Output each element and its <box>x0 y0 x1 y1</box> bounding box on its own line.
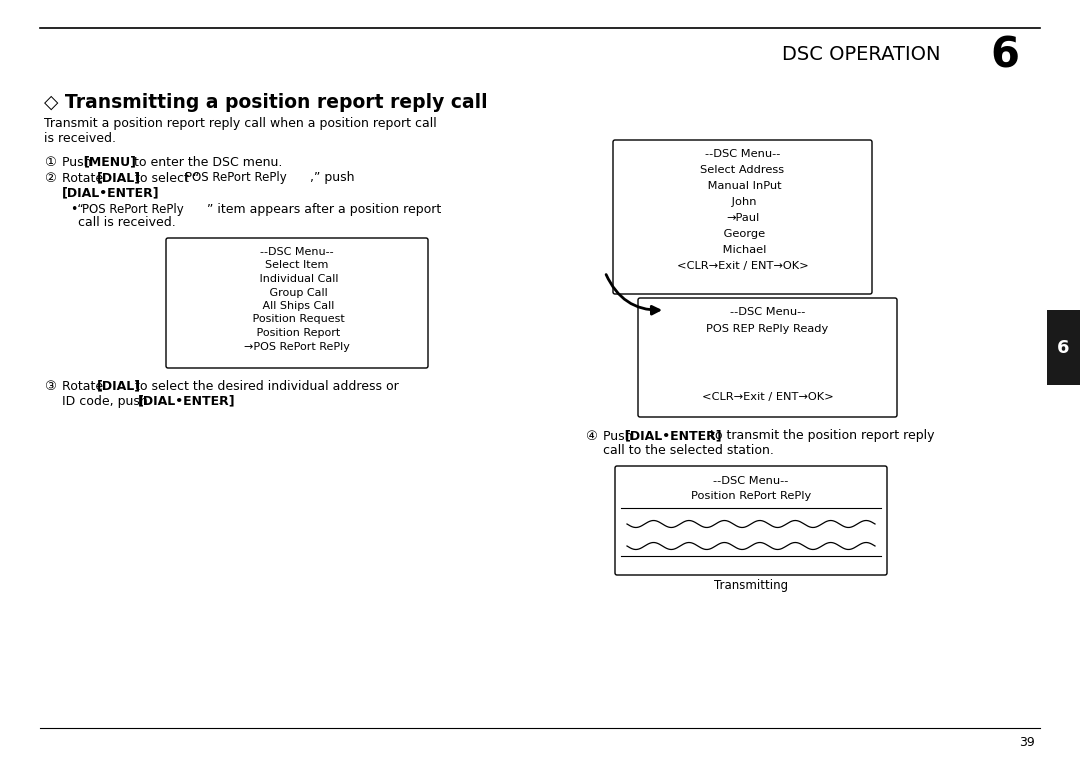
Text: to enter the DSC menu.: to enter the DSC menu. <box>130 155 282 168</box>
Text: Select Item: Select Item <box>266 261 328 271</box>
Text: George: George <box>720 229 765 239</box>
Text: --DSC Menu--: --DSC Menu-- <box>260 247 334 257</box>
Text: POS RePort RePly: POS RePort RePly <box>82 203 184 216</box>
Text: 39: 39 <box>1020 737 1035 750</box>
Text: Group Call: Group Call <box>266 287 328 297</box>
Text: ④: ④ <box>585 430 597 443</box>
Text: [DIAL•ENTER]: [DIAL•ENTER] <box>625 430 723 443</box>
Text: ①: ① <box>44 155 56 168</box>
FancyBboxPatch shape <box>613 140 872 294</box>
Text: --DSC Menu--: --DSC Menu-- <box>713 476 788 486</box>
Text: ◇ Transmitting a position report reply call: ◇ Transmitting a position report reply c… <box>44 92 488 111</box>
Text: to select “: to select “ <box>131 171 199 184</box>
Text: Push: Push <box>603 430 636 443</box>
Text: DSC OPERATION: DSC OPERATION <box>782 46 940 65</box>
Text: ,” push: ,” push <box>310 171 354 184</box>
FancyBboxPatch shape <box>1047 310 1080 385</box>
Text: ②: ② <box>44 171 56 184</box>
Text: John: John <box>728 197 757 207</box>
Text: ③: ③ <box>44 379 56 392</box>
Text: Michael: Michael <box>719 245 766 255</box>
Text: call to the selected station.: call to the selected station. <box>603 444 774 457</box>
Text: Position Request: Position Request <box>249 315 345 325</box>
Text: to select the desired individual address or: to select the desired individual address… <box>131 379 399 392</box>
Text: Manual InPut: Manual InPut <box>704 181 781 191</box>
Text: call is received.: call is received. <box>78 216 176 229</box>
Text: Position Report: Position Report <box>254 328 340 338</box>
Text: <CLR→Exit / ENT→OK>: <CLR→Exit / ENT→OK> <box>677 261 808 271</box>
Text: Transmit a position report reply call when a position report call: Transmit a position report reply call wh… <box>44 117 436 130</box>
Text: POS REP RePly Ready: POS REP RePly Ready <box>706 324 828 334</box>
Text: All Ships Call: All Ships Call <box>259 301 335 311</box>
Text: →POS RePort RePly: →POS RePort RePly <box>244 341 350 351</box>
Text: ” item appears after a position report: ” item appears after a position report <box>207 203 442 216</box>
Text: is received.: is received. <box>44 132 116 145</box>
Text: [DIAL•ENTER]: [DIAL•ENTER] <box>62 187 160 200</box>
Text: Transmitting: Transmitting <box>714 579 788 593</box>
Text: [DIAL•ENTER]: [DIAL•ENTER] <box>138 395 235 408</box>
FancyBboxPatch shape <box>166 238 428 368</box>
Text: •“: •“ <box>70 203 84 216</box>
Text: 6: 6 <box>1056 339 1069 357</box>
Text: <CLR→Exit / ENT→OK>: <CLR→Exit / ENT→OK> <box>702 392 834 402</box>
Text: 6: 6 <box>990 34 1020 76</box>
Text: --DSC Menu--: --DSC Menu-- <box>705 149 780 159</box>
Text: Push: Push <box>62 155 95 168</box>
Text: Individual Call: Individual Call <box>256 274 338 284</box>
Text: [DIAL]: [DIAL] <box>97 171 141 184</box>
FancyBboxPatch shape <box>615 466 887 575</box>
Text: Position RePort RePly: Position RePort RePly <box>691 491 811 501</box>
Text: .: . <box>218 395 222 408</box>
FancyBboxPatch shape <box>638 298 897 417</box>
Text: Rotate: Rotate <box>62 171 107 184</box>
Text: [DIAL]: [DIAL] <box>97 379 141 392</box>
Text: Select Address: Select Address <box>701 165 784 175</box>
Text: to transmit the position report reply: to transmit the position report reply <box>706 430 934 443</box>
Text: --DSC Menu--: --DSC Menu-- <box>730 307 806 317</box>
Text: ID code, push: ID code, push <box>62 395 152 408</box>
Text: [MENU]: [MENU] <box>84 155 137 168</box>
Text: →Paul: →Paul <box>726 213 759 223</box>
Text: POS RePort RePly: POS RePort RePly <box>185 171 287 184</box>
Text: Rotate: Rotate <box>62 379 107 392</box>
Text: .: . <box>138 187 141 200</box>
